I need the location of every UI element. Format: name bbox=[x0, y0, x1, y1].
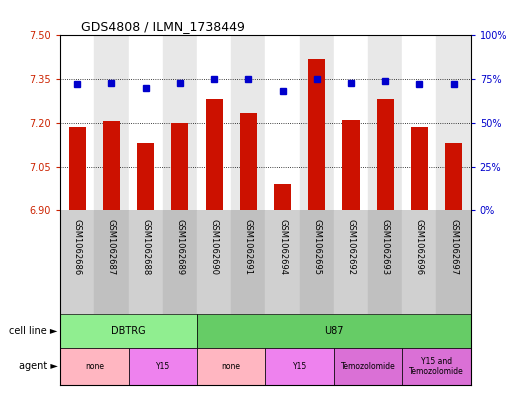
Text: GDS4808 / ILMN_1738449: GDS4808 / ILMN_1738449 bbox=[81, 20, 245, 33]
Text: DBTRG: DBTRG bbox=[111, 326, 146, 336]
Bar bbox=[60, 35, 94, 210]
Text: GSM1062686: GSM1062686 bbox=[73, 219, 82, 275]
Bar bbox=[334, 210, 368, 314]
Bar bbox=[137, 143, 154, 210]
Bar bbox=[300, 35, 334, 210]
Bar bbox=[94, 35, 129, 210]
Bar bbox=[206, 99, 223, 210]
Bar bbox=[60, 210, 94, 314]
Bar bbox=[266, 35, 300, 210]
Text: GSM1062689: GSM1062689 bbox=[175, 219, 185, 275]
Bar bbox=[300, 210, 334, 314]
Text: Y15 and
Temozolomide: Y15 and Temozolomide bbox=[409, 357, 464, 376]
Bar bbox=[129, 348, 197, 385]
Bar bbox=[266, 210, 300, 314]
Bar bbox=[94, 210, 129, 314]
Bar bbox=[129, 35, 163, 210]
Text: U87: U87 bbox=[324, 326, 344, 336]
Bar bbox=[334, 348, 402, 385]
Bar bbox=[274, 184, 291, 210]
Bar bbox=[334, 35, 368, 210]
Text: cell line ►: cell line ► bbox=[9, 326, 58, 336]
Text: GSM1062687: GSM1062687 bbox=[107, 219, 116, 275]
Bar bbox=[240, 113, 257, 210]
Bar bbox=[437, 210, 471, 314]
Text: Y15: Y15 bbox=[292, 362, 307, 371]
Text: GSM1062693: GSM1062693 bbox=[381, 219, 390, 275]
Bar bbox=[172, 123, 188, 210]
Bar bbox=[60, 314, 197, 348]
Bar bbox=[377, 99, 394, 210]
Bar bbox=[308, 59, 325, 210]
Bar bbox=[402, 35, 437, 210]
Bar bbox=[368, 210, 402, 314]
Bar bbox=[60, 348, 129, 385]
Bar bbox=[129, 210, 163, 314]
Bar bbox=[368, 35, 402, 210]
Bar bbox=[197, 348, 266, 385]
Text: GSM1062691: GSM1062691 bbox=[244, 219, 253, 275]
Bar bbox=[197, 210, 231, 314]
Bar bbox=[402, 348, 471, 385]
Bar bbox=[402, 210, 437, 314]
Text: none: none bbox=[222, 362, 241, 371]
Text: agent ►: agent ► bbox=[19, 362, 58, 371]
Bar bbox=[163, 210, 197, 314]
Bar bbox=[69, 127, 86, 210]
Bar bbox=[231, 210, 266, 314]
Text: GSM1062692: GSM1062692 bbox=[346, 219, 356, 275]
Bar bbox=[266, 348, 334, 385]
Bar bbox=[445, 143, 462, 210]
Text: GSM1062694: GSM1062694 bbox=[278, 219, 287, 275]
Text: Temozolomide: Temozolomide bbox=[340, 362, 395, 371]
Text: GSM1062695: GSM1062695 bbox=[312, 219, 321, 275]
Text: GSM1062690: GSM1062690 bbox=[210, 219, 219, 275]
Bar bbox=[411, 127, 428, 210]
Text: GSM1062688: GSM1062688 bbox=[141, 219, 150, 275]
Text: GSM1062696: GSM1062696 bbox=[415, 219, 424, 275]
Bar bbox=[103, 121, 120, 210]
Text: Y15: Y15 bbox=[156, 362, 170, 371]
Text: GSM1062697: GSM1062697 bbox=[449, 219, 458, 275]
Text: none: none bbox=[85, 362, 104, 371]
Bar bbox=[163, 35, 197, 210]
Bar bbox=[343, 120, 359, 210]
Bar bbox=[197, 35, 231, 210]
Bar bbox=[437, 35, 471, 210]
Bar bbox=[197, 314, 471, 348]
Bar bbox=[231, 35, 266, 210]
